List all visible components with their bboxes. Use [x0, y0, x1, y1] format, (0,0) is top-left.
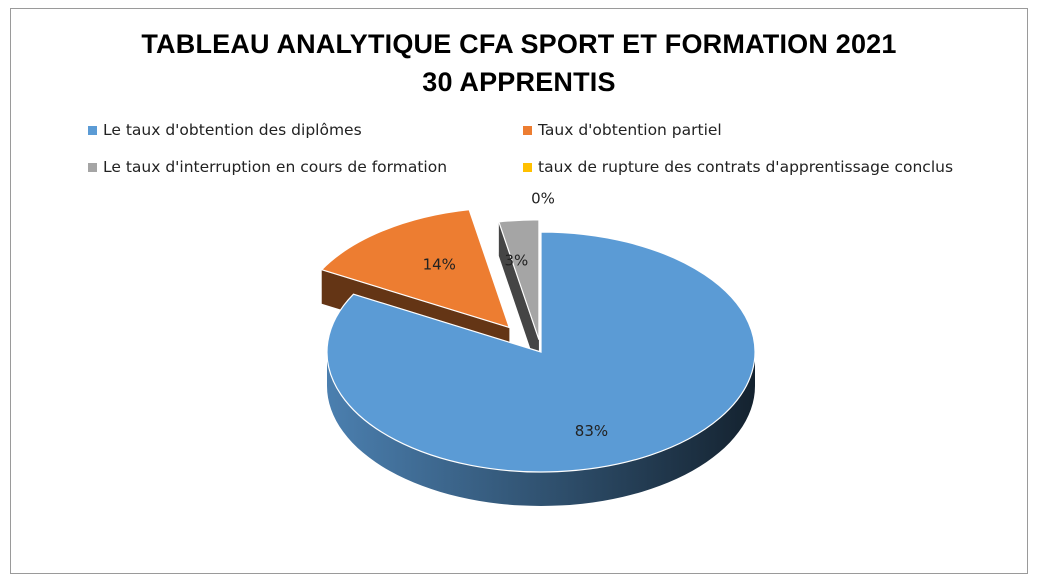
legend-swatch-diplomes — [88, 125, 97, 135]
legend-item-diplomes: Le taux d'obtention des diplômes — [88, 120, 362, 140]
legend-item-rupture: taux de rupture des contrats d'apprentis… — [523, 157, 953, 177]
data-label-rupture: 0% — [531, 190, 555, 208]
data-label-partiel: 14% — [423, 255, 456, 273]
chart-subtitle: 30 APPRENTIS — [422, 67, 616, 97]
legend-label-diplomes: Le taux d'obtention des diplômes — [103, 121, 362, 139]
legend-swatch-partiel — [523, 125, 532, 135]
data-label-diplomes: 83% — [575, 422, 608, 440]
legend-item-interruption: Le taux d'interruption en cours de forma… — [88, 157, 447, 177]
pie-slice-diplomes-rim — [327, 352, 755, 506]
legend-label-rupture: taux de rupture des contrats d'apprentis… — [538, 158, 954, 176]
legend-label-partiel: Taux d'obtention partiel — [538, 121, 722, 139]
data-label-interruption: 3% — [505, 252, 529, 270]
pie-slice-partiel — [320, 208, 511, 329]
legend-swatch-rupture — [523, 162, 532, 172]
legend-item-partiel: Taux d'obtention partiel — [523, 120, 722, 140]
legend-swatch-interruption — [88, 162, 97, 172]
pie-slice-interruption-wall-0 — [498, 221, 539, 374]
legend-label-interruption: Le taux d'interruption en cours de forma… — [103, 158, 448, 176]
pie-slice-interruption — [498, 219, 540, 340]
pie-slice-diplomes — [326, 231, 756, 473]
chart-title: TABLEAU ANALYTIQUE CFA SPORT ET FORMATIO… — [141, 29, 897, 59]
